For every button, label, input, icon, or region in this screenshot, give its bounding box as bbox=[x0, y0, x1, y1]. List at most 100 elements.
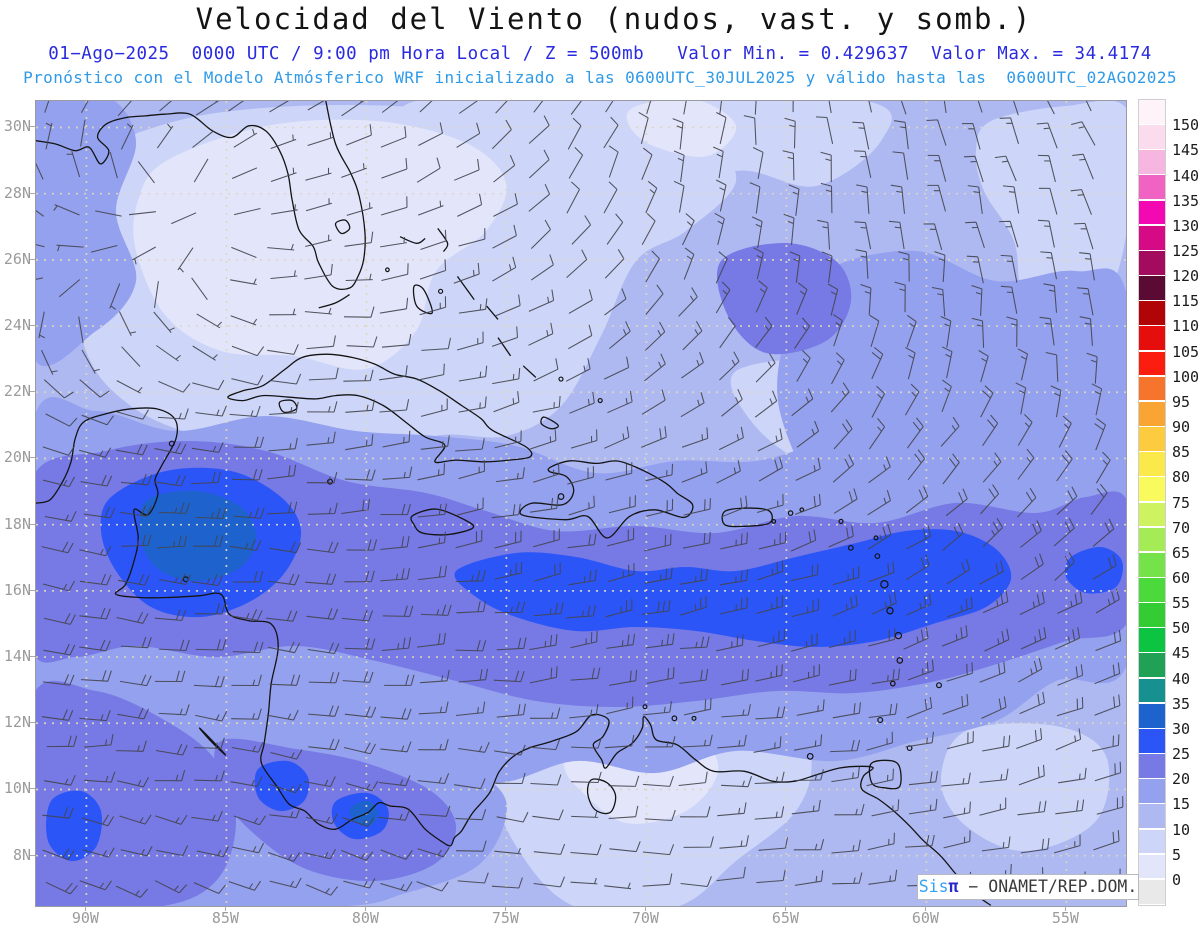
colorbar-tick-65: 65 bbox=[1172, 543, 1191, 562]
colorbar-segment bbox=[1139, 351, 1165, 376]
colorbar-segment bbox=[1139, 401, 1165, 426]
colorbar-segment bbox=[1139, 603, 1165, 627]
colorbar-tick-140: 140 bbox=[1172, 166, 1200, 185]
lon-tick bbox=[365, 906, 367, 911]
colorbar-tick-50: 50 bbox=[1172, 619, 1191, 638]
watermark-sis: Sis bbox=[918, 877, 949, 896]
island-guadeloupe bbox=[880, 580, 889, 589]
colorbar-tick-135: 135 bbox=[1172, 191, 1200, 210]
watermark-pi: π bbox=[948, 877, 959, 896]
colorbar-segment bbox=[1139, 301, 1165, 325]
lon-tick bbox=[85, 906, 87, 911]
island-st-kitts bbox=[847, 544, 854, 551]
coastline-hispaniola bbox=[519, 460, 694, 539]
watermark-badge: Sisπ − ONAMET/REP.DOM. bbox=[917, 874, 1139, 900]
island-antigua bbox=[874, 553, 881, 560]
lon-tick bbox=[925, 906, 927, 911]
island-cozumel bbox=[168, 440, 175, 447]
wind-barbs-layer bbox=[36, 101, 1124, 898]
wind-speed-region-kt5-10-topcenter bbox=[400, 101, 892, 212]
colorbar-segment bbox=[1139, 125, 1165, 149]
island-st-vincent bbox=[889, 680, 896, 687]
colorbar-tick-120: 120 bbox=[1172, 267, 1200, 286]
colorbar-tick-105: 105 bbox=[1172, 342, 1200, 361]
island-barbuda bbox=[873, 535, 879, 541]
coastline-lake-okeechobee bbox=[334, 219, 351, 235]
lat-label-16N: 16N bbox=[3, 580, 31, 599]
lon-tick bbox=[505, 906, 507, 911]
island-curacao bbox=[671, 715, 678, 722]
island-aruba bbox=[642, 704, 648, 710]
watermark-onamet: − ONAMET/REP.DOM. bbox=[958, 877, 1138, 896]
lon-tick bbox=[645, 906, 647, 911]
colorbar-tick-145: 145 bbox=[1172, 141, 1200, 160]
colorbar bbox=[1138, 99, 1166, 906]
colorbar-tick-115: 115 bbox=[1172, 292, 1200, 311]
lat-tick bbox=[30, 391, 35, 393]
colorbar-segment bbox=[1139, 678, 1165, 703]
lat-label-24N: 24N bbox=[3, 316, 31, 335]
lat-tick bbox=[30, 258, 35, 260]
island-cayman bbox=[327, 478, 334, 485]
shading-layer bbox=[36, 101, 1126, 906]
colorbar-segment bbox=[1139, 628, 1165, 653]
colorbar-tick-70: 70 bbox=[1172, 518, 1191, 537]
island-martinique bbox=[894, 631, 903, 640]
colorbar-tick-0: 0 bbox=[1172, 870, 1182, 889]
coastline-cuba bbox=[227, 353, 533, 464]
colorbar-tick-150: 150 bbox=[1172, 116, 1200, 135]
colorbar-tick-35: 35 bbox=[1172, 694, 1191, 713]
lat-label-18N: 18N bbox=[3, 514, 31, 533]
colorbar-tick-85: 85 bbox=[1172, 443, 1191, 462]
colorbar-segment bbox=[1139, 452, 1165, 476]
lat-tick bbox=[30, 854, 35, 856]
island-st-lucia bbox=[896, 657, 904, 664]
island-vieques bbox=[771, 518, 777, 524]
coastline-crooked-island bbox=[522, 365, 537, 378]
subtitle-model-info: Pronóstico con el Modelo Atmósferico WRF… bbox=[23, 68, 1177, 87]
colorbar-segment bbox=[1139, 376, 1165, 401]
colorbar-tick-60: 60 bbox=[1172, 569, 1191, 587]
colorbar-tick-75: 75 bbox=[1172, 493, 1191, 512]
lon-tick bbox=[785, 906, 787, 911]
lat-label-22N: 22N bbox=[3, 382, 31, 401]
colorbar-tick-5: 5 bbox=[1172, 845, 1182, 864]
lon-tick bbox=[225, 906, 227, 911]
lat-label-28N: 28N bbox=[3, 183, 31, 202]
lat-label-10N: 10N bbox=[3, 779, 31, 798]
coastline-trinidad bbox=[868, 759, 902, 790]
colorbar-tick-90: 90 bbox=[1172, 418, 1191, 436]
wind-map-svg bbox=[36, 101, 1126, 906]
colorbar-segment bbox=[1139, 779, 1165, 803]
wind-speed-region-kt25-30-panama-a bbox=[254, 760, 310, 812]
wind-speed-region-kt15-20-topright bbox=[777, 250, 1126, 596]
colorbar-tick-125: 125 bbox=[1172, 241, 1200, 260]
colorbar-tick-10: 10 bbox=[1172, 820, 1191, 839]
colorbar-segment bbox=[1139, 276, 1165, 300]
lat-tick bbox=[30, 656, 35, 658]
lon-label-90W: 90W bbox=[71, 909, 99, 927]
colorbar-tick-100: 100 bbox=[1172, 367, 1200, 386]
colorbar-segment bbox=[1139, 225, 1165, 250]
wind-speed-region-kt0-5-topcenter bbox=[626, 101, 737, 157]
colorbar-tick-40: 40 bbox=[1172, 669, 1191, 688]
colorbar-segment bbox=[1139, 502, 1165, 527]
colorbar-segment bbox=[1139, 653, 1165, 678]
colorbar-segment bbox=[1139, 879, 1165, 904]
colorbar-segment bbox=[1139, 754, 1165, 778]
colorbar-segment bbox=[1139, 200, 1165, 225]
map-canvas bbox=[35, 100, 1127, 907]
island-barbados bbox=[935, 682, 942, 689]
lat-tick bbox=[30, 457, 35, 459]
coastline-florida-keys bbox=[318, 294, 350, 309]
coastline-cat-island bbox=[486, 305, 499, 320]
island-turks bbox=[597, 397, 603, 404]
lat-tick bbox=[30, 523, 35, 525]
wind-speed-region-kt30-35-panama-dot bbox=[349, 800, 379, 826]
lat-tick bbox=[30, 325, 35, 327]
island-gonave bbox=[557, 493, 565, 500]
colorbar-tick-20: 20 bbox=[1172, 770, 1191, 789]
colorbar-segment bbox=[1139, 326, 1165, 351]
wind-speed-region-kt25-30-swcorner bbox=[46, 790, 102, 862]
